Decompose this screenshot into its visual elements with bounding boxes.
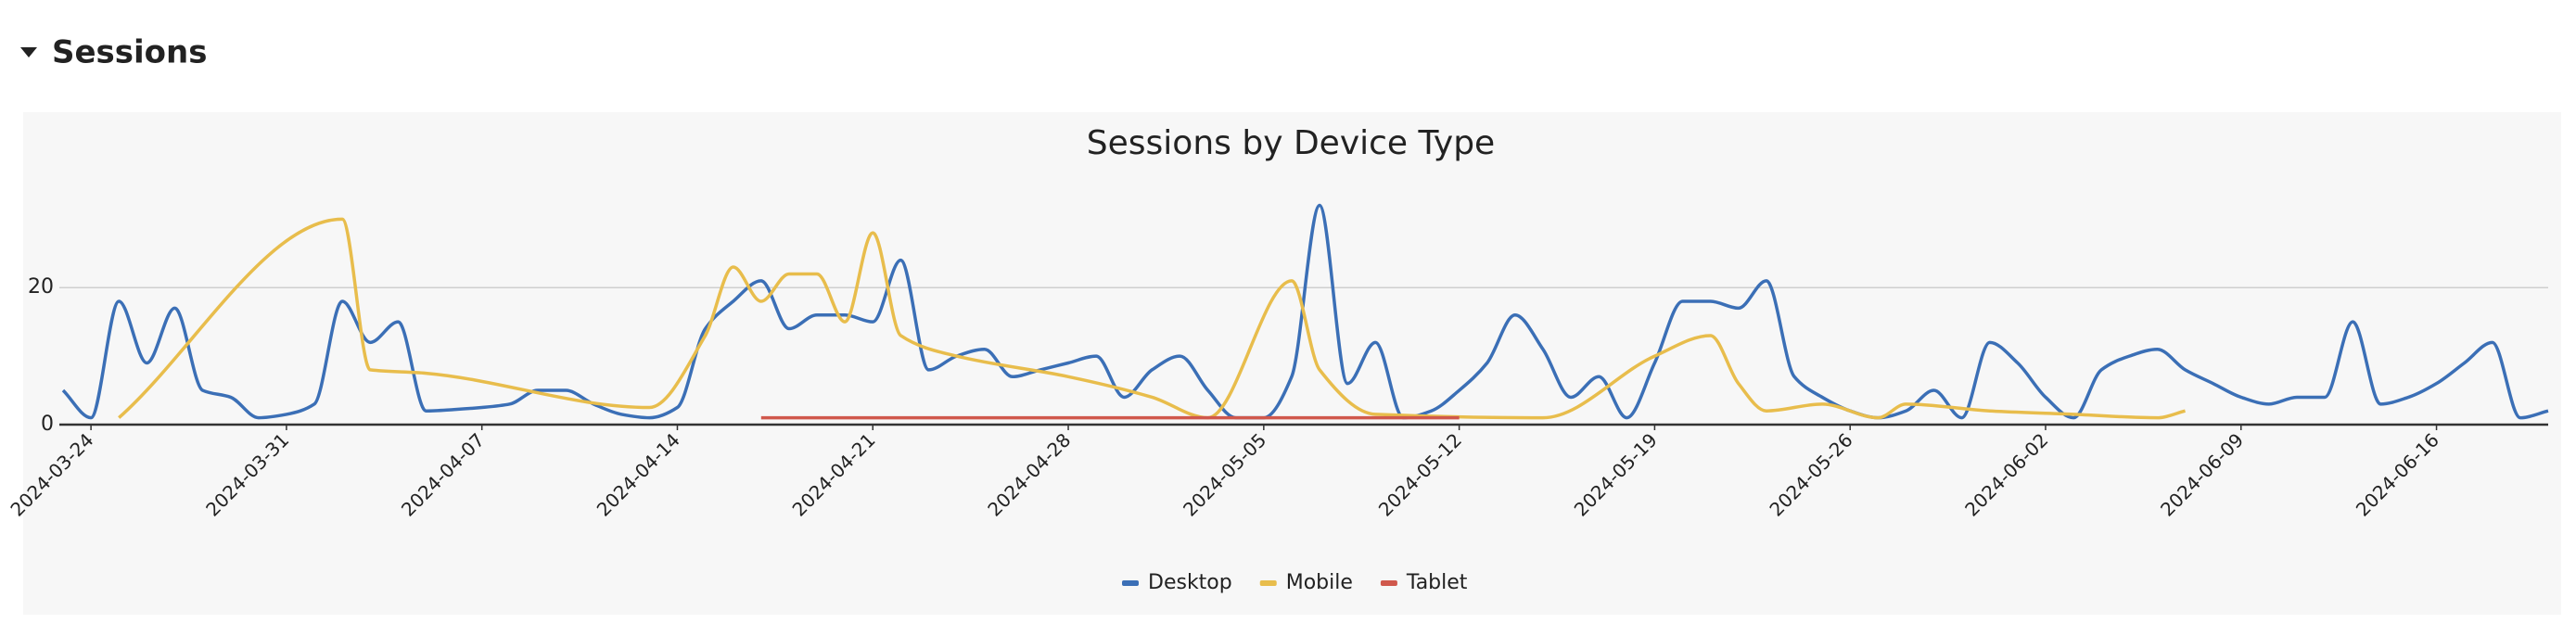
collapse-icon[interactable] [20, 47, 37, 57]
series-line [61, 203, 2549, 420]
legend-swatch [1259, 580, 1277, 586]
legend-label: Mobile [1286, 571, 1353, 594]
section-heading[interactable]: Sessions [52, 34, 207, 71]
y-tick-label: 20 [28, 275, 54, 299]
legend-label: Desktop [1148, 571, 1232, 594]
legend-swatch [1122, 580, 1139, 586]
legend-label: Tablet [1406, 571, 1468, 594]
y-tick-label: 0 [41, 413, 54, 436]
series-line [118, 217, 2186, 420]
chart-panel [23, 112, 2561, 615]
chart-title: Sessions by Device Type [1087, 124, 1495, 162]
legend-swatch [1380, 580, 1397, 586]
